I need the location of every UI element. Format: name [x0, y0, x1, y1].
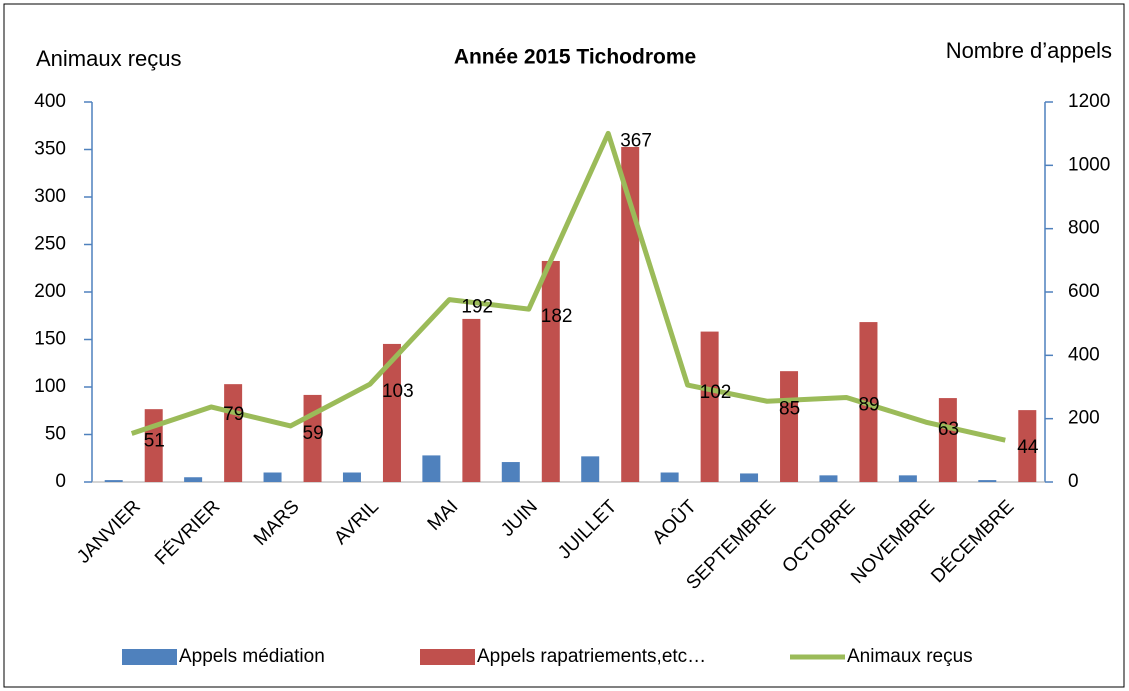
y2-tick-label: 200	[1068, 408, 1100, 429]
y-tick-label: 400	[34, 91, 66, 112]
bar	[501, 462, 520, 482]
y-tick-label: 50	[45, 424, 66, 445]
chart-title: Année 2015 Tichodrome	[454, 46, 696, 69]
y-tick-label: 200	[34, 281, 66, 302]
legend-label: Appels rapatriements,etc…	[477, 646, 706, 667]
data-label: 367	[620, 130, 652, 151]
data-label: 85	[779, 398, 800, 419]
bar	[978, 480, 997, 482]
bar	[898, 475, 917, 482]
data-label: 182	[541, 306, 573, 327]
bar	[1018, 410, 1037, 482]
y2-tick-label: 400	[1068, 344, 1100, 365]
bar	[541, 260, 560, 482]
bar	[104, 480, 123, 482]
legend-label: Animaux reçus	[847, 646, 973, 667]
y2-tick-label: 800	[1068, 218, 1100, 239]
legend-label: Appels médiation	[179, 646, 325, 667]
data-label: 51	[144, 431, 165, 452]
y2-tick-label: 1000	[1068, 154, 1110, 175]
bar	[581, 456, 600, 482]
data-label: 103	[382, 381, 414, 402]
bar	[263, 472, 282, 482]
bar	[780, 371, 799, 482]
data-label: 89	[858, 394, 879, 415]
data-label: 79	[223, 404, 244, 425]
bar	[700, 331, 719, 482]
y2-tick-label: 600	[1068, 281, 1100, 302]
bar	[819, 475, 838, 482]
y-tick-label: 350	[34, 139, 66, 160]
bar	[382, 343, 401, 482]
y2-tick-label: 1200	[1068, 91, 1110, 112]
data-label: 102	[700, 382, 732, 403]
y-tick-label: 100	[34, 376, 66, 397]
y-tick-label: 150	[34, 329, 66, 350]
bar	[342, 472, 361, 482]
y-tick-label: 300	[34, 186, 66, 207]
legend-swatch	[420, 649, 475, 665]
bar	[462, 318, 481, 482]
line-series	[130, 130, 1006, 443]
bar	[660, 472, 679, 482]
y2-tick-label: 0	[1068, 471, 1079, 492]
chart-border	[3, 3, 1125, 688]
data-label: 63	[938, 419, 959, 440]
y2-axis-title: Nombre d’appels	[946, 38, 1112, 63]
y-tick-label: 0	[55, 471, 66, 492]
bar	[224, 384, 243, 482]
data-label: 192	[461, 297, 493, 318]
bar	[184, 477, 203, 482]
bar	[938, 398, 957, 482]
legend-swatch	[122, 649, 177, 665]
y-tick-label: 250	[34, 234, 66, 255]
bar	[422, 455, 441, 482]
bar	[621, 146, 640, 482]
data-label: 59	[303, 423, 324, 444]
y-axis-title: Animaux reçus	[36, 46, 182, 71]
data-label: 44	[1017, 437, 1039, 458]
bar	[740, 473, 759, 482]
